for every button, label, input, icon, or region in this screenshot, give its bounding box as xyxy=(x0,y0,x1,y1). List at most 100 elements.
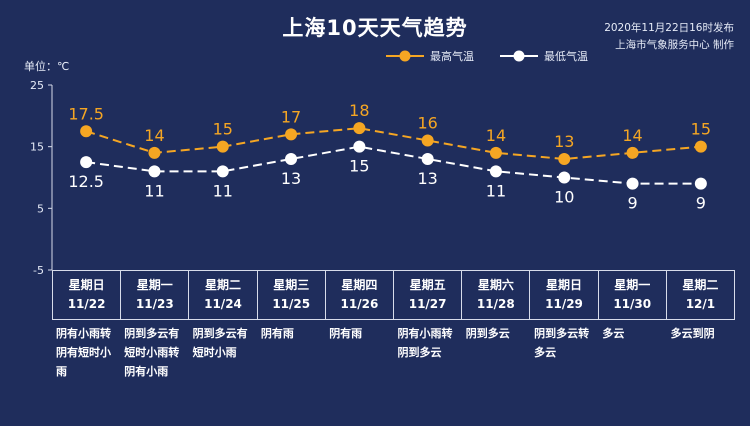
legend: 最高气温 最低气温 xyxy=(386,48,614,64)
date-label: 11/30 xyxy=(613,297,652,311)
high-temp-label: 14 xyxy=(144,126,164,145)
weather-description: 阴到多云有短时小雨 xyxy=(192,327,248,359)
day-header-row: 星期日 11/22 星期一 11/23 星期二 11/24 星期三 11/25 星期四 11/26… xyxy=(52,270,736,320)
day-header-cell: 星期一 11/23 xyxy=(121,270,190,320)
date-label: 11/28 xyxy=(476,297,515,311)
low-temp-line xyxy=(86,145,701,185)
weather-description: 阴有雨 xyxy=(260,327,294,340)
weather-description: 阴到多云 xyxy=(465,327,510,340)
legend-item-high: 最高气温 xyxy=(386,48,474,64)
low-temp-label: 13 xyxy=(417,169,437,188)
low-temp-point xyxy=(80,156,93,169)
legend-low-marker-icon xyxy=(500,50,538,62)
low-temp-point xyxy=(558,171,571,184)
high-temp-point xyxy=(626,146,639,159)
legend-label-high: 最高气温 xyxy=(430,50,474,63)
low-temp-label: 9 xyxy=(696,194,706,213)
high-temp-line xyxy=(85,127,701,161)
date-label: 11/27 xyxy=(408,297,447,311)
weather-description: 多云 xyxy=(602,327,625,340)
low-temp-label: 9 xyxy=(627,194,637,213)
low-temp-label: 11 xyxy=(144,181,164,200)
high-temp-label: 18 xyxy=(349,101,369,120)
weekday-label: 星期二 xyxy=(682,278,719,292)
day-header-cell: 星期六 11/28 xyxy=(462,270,531,320)
weather-description-row: 阴有小雨转阴有短时小雨 阴到多云有短时小雨转阴有小雨 阴到多云有短时小雨 阴有雨 阴有雨… xyxy=(52,324,735,381)
weekday-label: 星期一 xyxy=(136,278,173,292)
day-header-cell: 星期一 11/30 xyxy=(598,270,667,320)
high-temp-point xyxy=(489,146,502,159)
low-temp-point xyxy=(353,140,366,153)
weather-description: 阴到多云有短时小雨转阴有小雨 xyxy=(124,327,180,378)
weather-description: 阴有雨 xyxy=(329,327,363,340)
high-temp-point xyxy=(558,153,571,165)
high-temp-point xyxy=(421,134,434,147)
high-temp-label: 15 xyxy=(213,120,233,139)
legend-high-marker-icon xyxy=(386,50,424,62)
date-label: 11/23 xyxy=(135,297,174,311)
high-temp-point xyxy=(148,146,161,159)
y-tick-label: -5 xyxy=(33,264,44,277)
low-temp-point xyxy=(216,165,229,178)
date-label: 11/25 xyxy=(272,297,311,311)
high-temp-label: 15 xyxy=(691,120,711,139)
weekday-label: 星期日 xyxy=(68,278,105,292)
high-temp-point xyxy=(694,140,707,153)
day-header-cell: 星期二 11/24 xyxy=(189,270,258,320)
date-label: 11/24 xyxy=(204,297,242,311)
high-temp-label: 17 xyxy=(281,107,301,126)
legend-item-low: 最低气温 xyxy=(500,48,588,64)
low-temp-point xyxy=(626,177,639,190)
high-temp-point xyxy=(80,125,93,138)
y-tick-label: 15 xyxy=(30,141,44,154)
high-temp-label: 14 xyxy=(622,126,642,145)
weekday-label: 星期一 xyxy=(614,278,651,292)
day-header-cell: 星期日 11/29 xyxy=(530,270,599,320)
y-axis-unit: 单位：℃ xyxy=(24,60,70,73)
low-temp-label: 15 xyxy=(349,157,369,176)
weekday-label: 星期二 xyxy=(205,278,242,292)
chart-title: 上海10天天气趋势 xyxy=(282,16,468,40)
low-temp-label: 12.5 xyxy=(68,172,104,191)
weather-description: 阴有小雨转阴到多云 xyxy=(397,327,453,359)
low-temp-point xyxy=(148,165,161,178)
day-header-cell: 星期三 11/25 xyxy=(257,270,326,320)
low-temp-label: 11 xyxy=(213,181,233,200)
publish-info: 2020年11月22日16时发布 上海市气象服务中心 制作 xyxy=(604,20,734,54)
date-label: 11/29 xyxy=(545,297,583,311)
weekday-label: 星期六 xyxy=(477,278,514,292)
date-label: 12/1 xyxy=(685,297,716,311)
low-temp-label: 11 xyxy=(486,181,506,200)
high-temp-point xyxy=(285,128,298,141)
high-temp-label: 16 xyxy=(417,114,437,133)
weekday-label: 星期五 xyxy=(409,278,446,292)
publish-time: 2020年11月22日16时发布 xyxy=(604,22,734,34)
high-temp-label: 17.5 xyxy=(68,104,104,123)
low-temp-label: 13 xyxy=(281,169,301,188)
low-temp-label: 10 xyxy=(554,188,574,207)
low-temp-point xyxy=(489,165,502,178)
high-temp-point xyxy=(216,140,229,153)
y-tick-label: 25 xyxy=(30,79,44,92)
weather-description: 阴有小雨转阴有短时小雨 xyxy=(56,327,111,378)
high-temp-label: 13 xyxy=(554,132,574,151)
day-header-cell: 星期四 11/26 xyxy=(325,270,395,320)
weekday-label: 星期四 xyxy=(341,278,378,292)
day-header-cell: 星期日 11/22 xyxy=(52,270,122,320)
weekday-label: 星期日 xyxy=(546,278,583,292)
day-header-cell: 星期二 12/1 xyxy=(666,270,736,320)
weather-description: 阴到多云转多云 xyxy=(534,327,590,359)
high-temp-label: 14 xyxy=(486,126,506,145)
publish-agency: 上海市气象服务中心 制作 xyxy=(615,39,734,51)
low-temp-point xyxy=(694,177,707,190)
low-temp-point xyxy=(421,153,434,165)
low-temp-point xyxy=(285,153,298,165)
date-label: 11/22 xyxy=(67,297,106,311)
y-tick-label: 5 xyxy=(37,202,44,215)
date-label: 11/26 xyxy=(340,297,379,311)
legend-label-low: 最低气温 xyxy=(544,50,588,63)
weather-description: 多云到阴 xyxy=(670,327,715,340)
day-header-cell: 星期五 11/27 xyxy=(394,270,463,320)
weekday-label: 星期三 xyxy=(273,278,310,292)
